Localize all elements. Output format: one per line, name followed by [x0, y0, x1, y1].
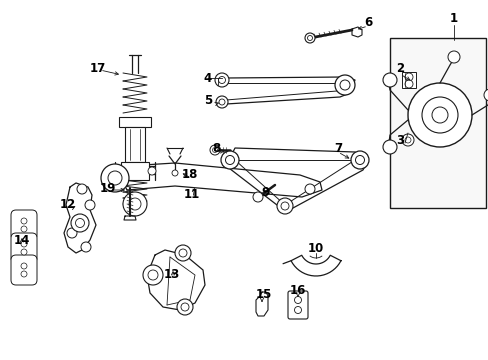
Circle shape [252, 192, 263, 202]
Text: 14: 14 [14, 234, 30, 247]
Circle shape [123, 192, 147, 216]
Circle shape [179, 249, 186, 257]
Circle shape [21, 249, 27, 255]
Text: 11: 11 [183, 189, 200, 202]
Circle shape [483, 89, 488, 101]
Circle shape [350, 151, 368, 169]
Circle shape [148, 167, 156, 175]
Circle shape [77, 184, 87, 194]
Circle shape [305, 184, 314, 194]
Circle shape [172, 170, 178, 176]
Circle shape [177, 299, 193, 315]
Text: 15: 15 [255, 288, 272, 302]
Text: 19: 19 [100, 181, 116, 194]
Circle shape [294, 306, 301, 314]
Circle shape [447, 51, 459, 63]
Circle shape [114, 167, 122, 175]
Circle shape [67, 228, 77, 238]
Bar [121, 162, 149, 180]
Circle shape [129, 198, 141, 210]
Circle shape [421, 97, 457, 133]
Circle shape [382, 73, 396, 87]
Circle shape [71, 214, 89, 232]
Text: 1: 1 [449, 12, 457, 24]
Circle shape [175, 245, 191, 261]
Text: 13: 13 [163, 269, 180, 282]
Text: 8: 8 [211, 141, 220, 154]
Text: 7: 7 [333, 141, 342, 154]
Circle shape [407, 83, 471, 147]
Circle shape [307, 36, 312, 40]
FancyBboxPatch shape [11, 233, 37, 263]
Text: 12: 12 [60, 198, 76, 211]
Circle shape [181, 303, 189, 311]
Text: 3: 3 [395, 134, 403, 147]
Circle shape [21, 218, 27, 224]
Circle shape [21, 241, 27, 247]
Text: 6: 6 [363, 15, 371, 28]
Circle shape [305, 33, 314, 43]
Text: 18: 18 [182, 168, 198, 181]
Circle shape [142, 265, 163, 285]
FancyBboxPatch shape [11, 255, 37, 285]
Circle shape [219, 99, 224, 105]
Circle shape [216, 96, 227, 108]
Circle shape [276, 198, 292, 214]
Circle shape [431, 107, 447, 123]
Circle shape [108, 171, 122, 185]
Circle shape [404, 73, 412, 81]
Circle shape [221, 151, 239, 169]
Circle shape [148, 270, 158, 280]
FancyBboxPatch shape [287, 291, 307, 319]
Text: 16: 16 [289, 284, 305, 297]
Text: 2: 2 [395, 62, 403, 75]
Circle shape [339, 80, 349, 90]
Circle shape [382, 140, 396, 154]
Bar [401, 72, 415, 88]
Circle shape [101, 164, 129, 192]
Circle shape [225, 156, 234, 165]
Circle shape [75, 219, 84, 228]
Text: 5: 5 [203, 94, 212, 107]
Text: 10: 10 [307, 242, 324, 255]
Circle shape [209, 145, 220, 155]
Circle shape [334, 75, 354, 95]
Text: 9: 9 [262, 185, 269, 198]
Circle shape [21, 226, 27, 232]
Bar [119, 117, 151, 127]
Circle shape [215, 73, 228, 87]
Text: 4: 4 [203, 72, 212, 85]
Circle shape [212, 148, 217, 153]
Circle shape [404, 80, 412, 88]
Circle shape [281, 202, 288, 210]
Circle shape [85, 200, 95, 210]
Circle shape [81, 242, 91, 252]
Circle shape [401, 134, 413, 146]
Circle shape [21, 263, 27, 269]
Circle shape [218, 77, 225, 84]
Text: 17: 17 [90, 62, 106, 75]
Circle shape [21, 271, 27, 277]
Circle shape [355, 156, 364, 165]
Bar [389, 38, 485, 208]
Circle shape [294, 297, 301, 303]
Bar [125, 127, 145, 162]
FancyBboxPatch shape [11, 210, 37, 240]
Circle shape [404, 137, 410, 143]
